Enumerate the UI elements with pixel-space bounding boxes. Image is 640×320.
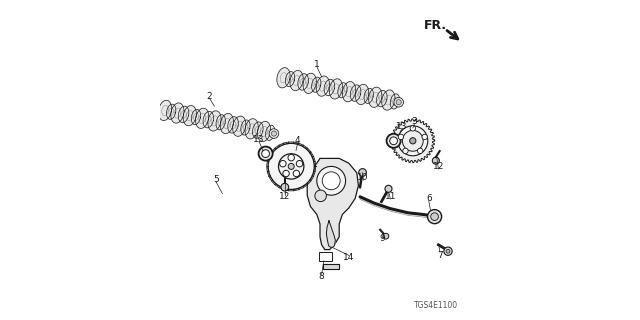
Circle shape xyxy=(387,134,401,148)
Circle shape xyxy=(262,150,269,157)
Circle shape xyxy=(390,137,397,145)
Polygon shape xyxy=(376,91,387,107)
Polygon shape xyxy=(326,221,335,248)
Text: 3: 3 xyxy=(412,117,417,126)
Polygon shape xyxy=(356,84,369,105)
Circle shape xyxy=(410,138,416,144)
Polygon shape xyxy=(245,119,258,139)
Polygon shape xyxy=(171,103,184,123)
Bar xyxy=(319,252,332,261)
Polygon shape xyxy=(324,79,335,96)
Polygon shape xyxy=(338,83,347,98)
Text: 13: 13 xyxy=(396,122,407,131)
Circle shape xyxy=(444,247,452,255)
Polygon shape xyxy=(241,120,250,135)
Text: FR.: FR. xyxy=(424,19,447,32)
Text: 6: 6 xyxy=(426,194,431,203)
Circle shape xyxy=(422,134,428,140)
Circle shape xyxy=(269,129,279,138)
Polygon shape xyxy=(233,116,246,136)
Circle shape xyxy=(268,143,314,189)
Circle shape xyxy=(385,185,392,192)
Polygon shape xyxy=(369,87,382,108)
Polygon shape xyxy=(316,76,330,96)
Text: 7: 7 xyxy=(437,252,443,260)
Polygon shape xyxy=(342,82,356,102)
Polygon shape xyxy=(290,70,303,91)
Text: 11: 11 xyxy=(385,192,396,201)
Text: 9: 9 xyxy=(380,234,385,243)
Text: 13: 13 xyxy=(253,135,265,144)
Circle shape xyxy=(403,148,408,154)
Text: 1: 1 xyxy=(314,60,319,68)
Text: 4: 4 xyxy=(295,136,300,145)
Polygon shape xyxy=(277,68,290,88)
Polygon shape xyxy=(303,73,316,93)
Polygon shape xyxy=(391,119,435,163)
Polygon shape xyxy=(208,111,221,131)
Text: 12: 12 xyxy=(433,162,444,171)
Polygon shape xyxy=(364,88,373,103)
Polygon shape xyxy=(159,100,172,121)
Circle shape xyxy=(280,160,286,167)
Polygon shape xyxy=(285,72,294,87)
Polygon shape xyxy=(307,158,358,250)
Circle shape xyxy=(398,126,428,156)
Circle shape xyxy=(396,100,401,105)
Text: 14: 14 xyxy=(343,253,355,262)
Circle shape xyxy=(433,157,439,164)
Circle shape xyxy=(315,190,326,202)
Polygon shape xyxy=(179,106,189,123)
Polygon shape xyxy=(161,108,275,136)
Circle shape xyxy=(288,155,294,161)
Polygon shape xyxy=(298,74,308,90)
Polygon shape xyxy=(196,108,209,128)
Circle shape xyxy=(398,134,404,140)
Circle shape xyxy=(410,126,415,131)
Circle shape xyxy=(296,160,303,167)
Polygon shape xyxy=(350,85,361,101)
Polygon shape xyxy=(191,109,200,124)
Circle shape xyxy=(271,131,276,136)
Circle shape xyxy=(359,169,366,176)
Circle shape xyxy=(283,170,289,177)
Polygon shape xyxy=(203,111,214,128)
Polygon shape xyxy=(166,104,176,119)
Polygon shape xyxy=(220,114,234,134)
Circle shape xyxy=(281,183,289,191)
Circle shape xyxy=(383,233,388,239)
Polygon shape xyxy=(382,90,395,110)
Polygon shape xyxy=(312,77,321,92)
Circle shape xyxy=(259,147,273,161)
Text: 12: 12 xyxy=(279,192,291,201)
Circle shape xyxy=(403,131,423,151)
Text: 2: 2 xyxy=(207,92,212,100)
Text: 8: 8 xyxy=(319,272,324,281)
Circle shape xyxy=(446,249,450,253)
Polygon shape xyxy=(228,117,238,133)
Circle shape xyxy=(394,98,403,107)
Circle shape xyxy=(288,164,294,169)
Polygon shape xyxy=(253,122,263,138)
Polygon shape xyxy=(183,106,196,126)
Polygon shape xyxy=(216,115,225,130)
Polygon shape xyxy=(330,79,342,99)
Polygon shape xyxy=(279,75,399,104)
Polygon shape xyxy=(257,121,271,141)
Circle shape xyxy=(417,148,423,154)
Polygon shape xyxy=(390,94,399,109)
Polygon shape xyxy=(323,264,339,269)
Text: 10: 10 xyxy=(358,173,369,182)
Circle shape xyxy=(317,166,346,195)
Circle shape xyxy=(431,213,438,220)
Polygon shape xyxy=(266,125,275,140)
Circle shape xyxy=(323,172,340,190)
Circle shape xyxy=(428,210,442,224)
Text: 5: 5 xyxy=(213,175,219,184)
Circle shape xyxy=(293,170,300,177)
Text: TGS4E1100: TGS4E1100 xyxy=(413,301,458,310)
